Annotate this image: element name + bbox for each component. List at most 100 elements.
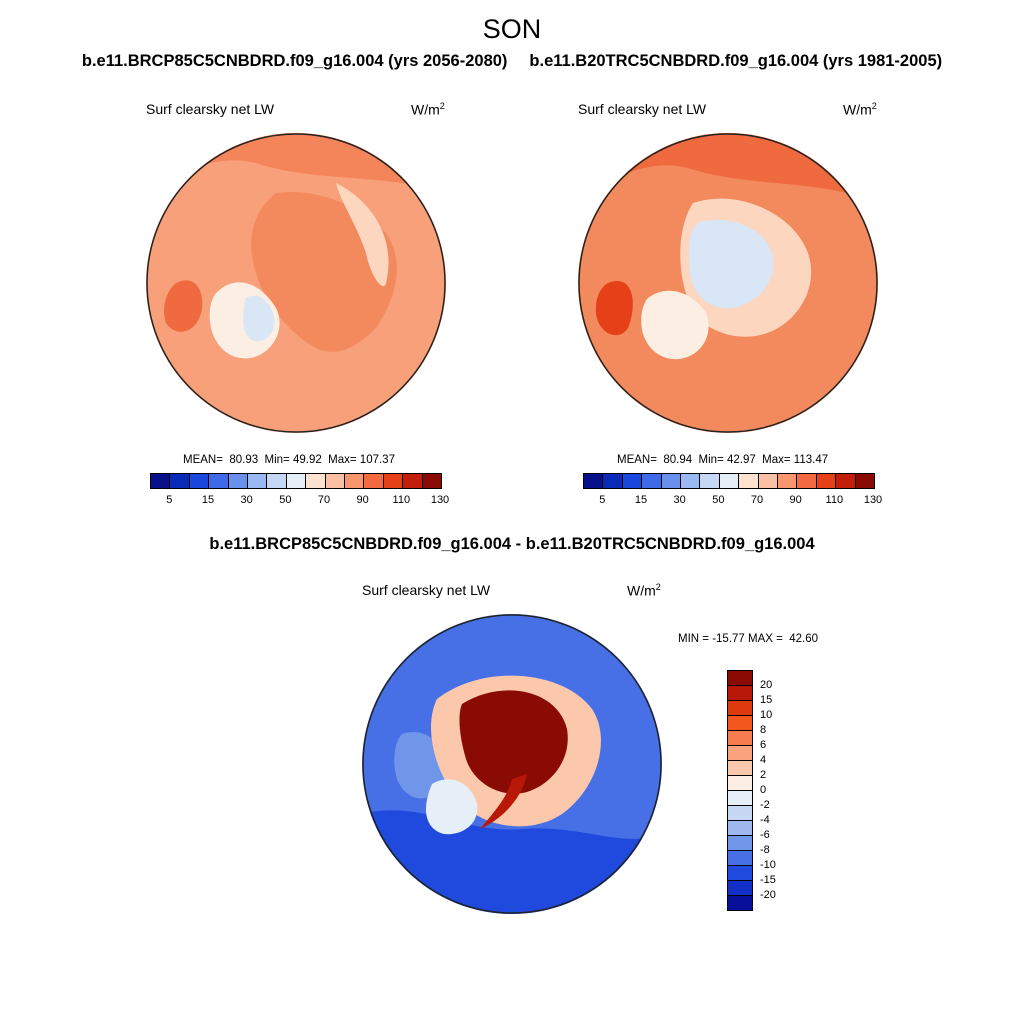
- panel-a-variable: Surf clearsky net LW: [146, 101, 275, 117]
- diff-colorbar: [727, 670, 753, 911]
- panel-a-units-exp: 2: [439, 101, 445, 111]
- colorbar-swatch: [728, 686, 752, 701]
- colorbar-tick-label: -2: [760, 799, 770, 811]
- diff-variable: Surf clearsky net LW: [362, 582, 491, 598]
- colorbar-tick-label: 30: [240, 494, 253, 506]
- panel-b-max: 113.47: [793, 454, 829, 466]
- colorbar-tick-label: -15: [760, 874, 776, 886]
- colorbar-swatch: [728, 866, 752, 881]
- colorbar-tick-label: 6: [760, 739, 767, 751]
- colorbar-tick-label: -20: [760, 889, 776, 901]
- colorbar-swatch: [719, 474, 740, 488]
- panel-a-min: 49.92: [292, 454, 322, 466]
- diff-field-greenland: [425, 779, 478, 835]
- diff-field-west: [394, 732, 445, 799]
- panel-b-units: W/m2: [843, 101, 877, 118]
- colorbar-swatch: [855, 474, 875, 488]
- colorbar-tick-label: -10: [760, 859, 776, 871]
- panel-a-map: [146, 133, 446, 433]
- colorbar-swatch: [797, 474, 817, 488]
- colorbar-tick-label: 5: [599, 494, 606, 506]
- colorbar-swatch: [248, 474, 268, 488]
- colorbar-swatch: [728, 806, 752, 821]
- colorbar-tick-label: 30: [673, 494, 686, 506]
- colorbar-tick-label: 0: [760, 784, 767, 796]
- diff-map: [362, 614, 662, 914]
- colorbar-swatch: [170, 474, 190, 488]
- panel-b-field-greenland: [641, 290, 709, 360]
- colorbar-swatch: [642, 474, 662, 488]
- panel-a-max: 107.37: [359, 454, 395, 466]
- colorbar-swatch: [728, 701, 752, 716]
- panel-b-mean: 80.94: [663, 454, 693, 466]
- colorbar-tick-label: 20: [760, 679, 773, 691]
- colorbar-tick-label: 130: [430, 494, 450, 506]
- colorbar-swatch: [758, 474, 779, 488]
- colorbar-tick-label: 90: [789, 494, 802, 506]
- colorbar-swatch: [603, 474, 623, 488]
- colorbar-swatch: [728, 671, 752, 686]
- colorbar-swatch: [778, 474, 798, 488]
- colorbar-swatch: [728, 836, 752, 851]
- colorbar-swatch: [306, 474, 326, 488]
- diff-max: 42.60: [789, 633, 819, 645]
- panel-a-units-base: W/m: [411, 101, 440, 118]
- panel-a-colorbar: [150, 473, 442, 489]
- panel-a-mean: 80.93: [229, 454, 259, 466]
- panel-a-min-label: Min=: [264, 454, 290, 466]
- colorbar-tick-label: 110: [825, 494, 844, 506]
- panel-b-max-label: Max=: [762, 454, 791, 466]
- diff-field-south: [362, 810, 662, 914]
- colorbar-swatch: [228, 474, 249, 488]
- colorbar-swatch: [209, 474, 229, 488]
- panel-a-colorbar-ticks: 5 15 30 50 70 90 110 130: [150, 494, 449, 508]
- diff-units-base: W/m: [627, 582, 656, 599]
- colorbar-swatch: [728, 776, 752, 791]
- diff-stats: MIN = -15.77 MAX = 42.60: [678, 633, 818, 645]
- diff-max-label: MAX =: [748, 633, 783, 645]
- colorbar-tick-label: -4: [760, 814, 770, 826]
- panel-b-field-cold: [688, 219, 774, 309]
- diff-field-tongue: [480, 774, 527, 829]
- colorbar-swatch: [364, 474, 384, 488]
- colorbar-tick-label: 15: [760, 694, 773, 706]
- colorbar-swatch: [728, 761, 752, 776]
- colorbar-swatch: [584, 474, 604, 488]
- diff-units: W/m2: [627, 582, 661, 599]
- panel-b-units-exp: 2: [871, 101, 877, 111]
- colorbar-swatch: [622, 474, 643, 488]
- colorbar-tick-label: -6: [760, 829, 770, 841]
- colorbar-tick-label: 10: [760, 709, 773, 721]
- colorbar-swatch: [422, 474, 442, 488]
- diff-units-exp: 2: [655, 582, 661, 592]
- colorbar-tick-label: 15: [634, 494, 648, 506]
- panel-a-field-pale: [336, 183, 389, 287]
- panel-b-map: [578, 133, 878, 433]
- colorbar-swatch: [267, 474, 287, 488]
- panel-a-mean-label: MEAN=: [183, 454, 223, 466]
- colorbar-swatch: [345, 474, 365, 488]
- colorbar-swatch: [681, 474, 701, 488]
- colorbar-swatch: [286, 474, 307, 488]
- colorbar-swatch: [836, 474, 856, 488]
- colorbar-tick-label: 8: [760, 724, 767, 736]
- panel-a-field-cold: [243, 295, 275, 342]
- colorbar-tick-label: 70: [317, 494, 331, 506]
- colorbar-swatch: [739, 474, 759, 488]
- panel-b-field-warm: [595, 281, 633, 336]
- colorbar-swatch: [728, 716, 752, 731]
- colorbar-tick-label: 110: [392, 494, 411, 506]
- colorbar-swatch: [383, 474, 404, 488]
- colorbar-swatch: [151, 474, 171, 488]
- diff-title: b.e11.BRCP85C5CNBDRD.f09_g16.004 - b.e11…: [209, 535, 815, 553]
- diff-min-label: MIN =: [678, 633, 709, 645]
- panel-b-variable: Surf clearsky net LW: [578, 101, 707, 117]
- colorbar-swatch: [728, 851, 752, 866]
- colorbar-swatch: [728, 791, 752, 806]
- panel-b-stats: MEAN= 80.94 Min= 42.97 Max= 113.47: [617, 454, 828, 466]
- panel-a-field-warm: [164, 280, 203, 332]
- panel-b-min-label: Min=: [698, 454, 724, 466]
- colorbar-swatch: [189, 474, 210, 488]
- panel-a-units: W/m2: [411, 101, 445, 118]
- panel-b-mean-label: MEAN=: [617, 454, 657, 466]
